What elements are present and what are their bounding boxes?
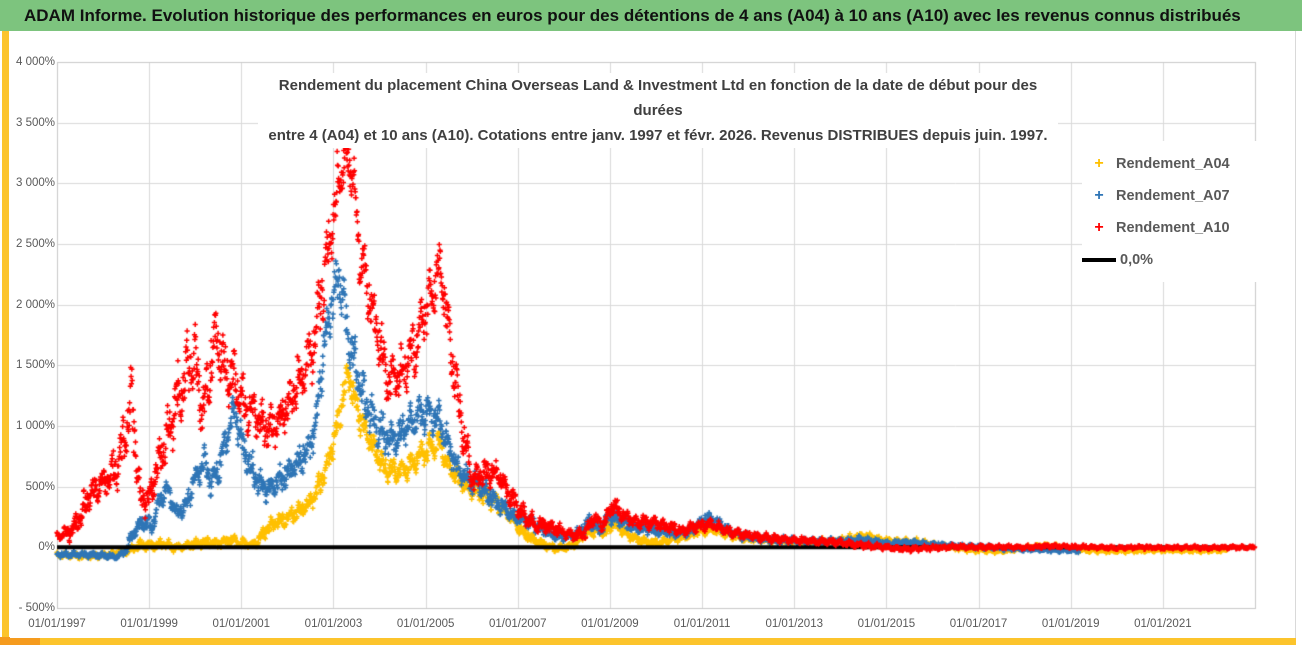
y-tick-label: 500% — [25, 480, 55, 493]
header-title: ADAM Informe. Evolution historique des p… — [24, 6, 1241, 25]
x-tick-label: 01/01/2007 — [488, 618, 547, 630]
legend-label: 0,0% — [1120, 251, 1154, 268]
chart-container: Rendement du placement China Overseas La… — [10, 31, 1296, 638]
legend-label: Rendement_A07 — [1116, 187, 1230, 204]
frame-border-left — [2, 31, 9, 638]
y-tick-label: 1 500% — [15, 359, 55, 372]
y-tick-label: 4 000% — [15, 56, 55, 68]
x-tick-label: 01/01/2001 — [212, 618, 271, 630]
y-tick-label: 3 500% — [15, 116, 55, 129]
x-tick-label: 01/01/1997 — [28, 618, 86, 630]
chart-title-line1: Rendement du placement China Overseas La… — [278, 77, 1038, 119]
zero-line-legend-swatch — [1082, 257, 1116, 262]
legend-label: Rendement_A04 — [1116, 155, 1230, 172]
chart-title-line2: entre 4 (A04) et 10 ans (A10). Cotations… — [268, 127, 1048, 144]
y-tick-label: - 500% — [18, 602, 55, 614]
x-tick-label: 01/01/2021 — [1134, 618, 1192, 630]
x-tick-label: 01/01/2019 — [1041, 618, 1100, 630]
x-tick-label: 01/01/2015 — [857, 618, 916, 630]
y-tick-label: 2 500% — [15, 238, 55, 250]
y-tick-label: 1 000% — [15, 420, 55, 432]
x-tick-label: 01/01/1999 — [120, 618, 178, 630]
x-tick-label: 01/01/2011 — [673, 618, 731, 630]
legend-item: + Rendement_A10 — [1082, 214, 1278, 241]
legend-item: 0,0% — [1082, 246, 1278, 273]
plus-marker-icon: + — [1094, 186, 1104, 204]
chart-legend: + Rendement_A04 + Rendement_A07 + Rendement_A… — [1082, 141, 1278, 282]
x-tick-label: 01/01/2005 — [396, 618, 455, 630]
frame-border-bottom — [2, 638, 1295, 645]
y-tick-label: 0% — [38, 541, 55, 554]
y-tick-label: 3 000% — [15, 177, 55, 190]
plus-marker-icon: + — [1094, 154, 1104, 172]
chart-title: Rendement du placement China Overseas La… — [258, 73, 1058, 148]
plus-marker-icon: + — [1094, 218, 1104, 236]
legend-label: Rendement_A10 — [1116, 219, 1230, 236]
x-tick-label: 01/01/2013 — [765, 618, 823, 630]
y-tick-label: 2 000% — [15, 298, 55, 311]
x-tick-label: 01/01/2009 — [581, 618, 639, 630]
header-bar: ADAM Informe. Evolution historique des p… — [0, 0, 1302, 31]
x-tick-label: 01/01/2017 — [949, 618, 1008, 630]
frame-corner-bottom-left — [0, 637, 40, 645]
legend-item: + Rendement_A04 — [1082, 150, 1278, 177]
x-tick-label: 01/01/2003 — [304, 618, 363, 630]
legend-item: + Rendement_A07 — [1082, 182, 1278, 209]
